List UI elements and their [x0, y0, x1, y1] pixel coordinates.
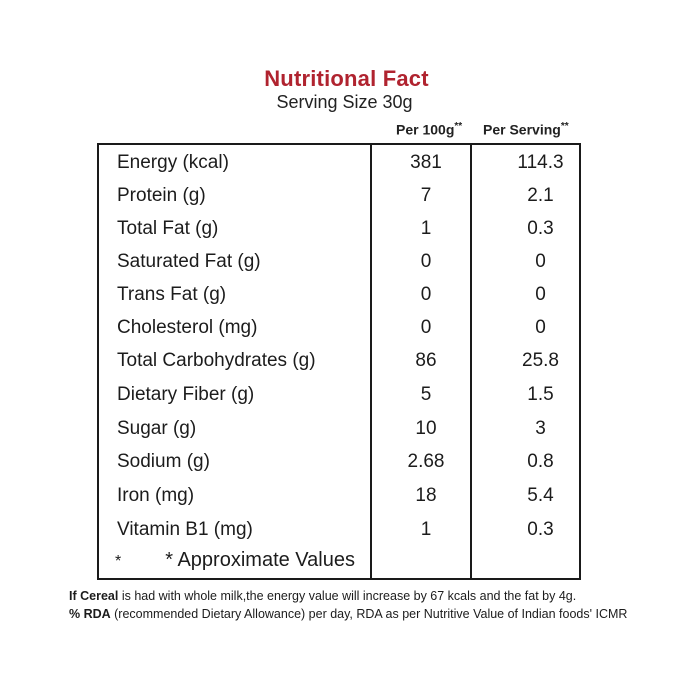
nutrient-name: Saturated Fat (g) — [117, 251, 261, 272]
value-per-serving: 0.8 — [527, 451, 554, 472]
footnote-rda: % RDA (recommended Dietary Allowance) pe… — [69, 607, 627, 621]
table-row: Energy (kcal) 381 114.3 — [99, 146, 579, 179]
approximate-values-note: * * Approximate Values — [115, 549, 355, 572]
nutrition-title: Nutritional Fact — [264, 66, 429, 91]
nutrient-name: Vitamin B1 (mg) — [117, 519, 253, 540]
column-divider — [370, 145, 372, 578]
value-per-serving: 0.3 — [527, 218, 554, 239]
table-row: Total Carbohydrates (g) 86 25.8 — [99, 344, 579, 377]
nutrient-name: Protein (g) — [117, 185, 206, 206]
footnote-milk-text: is had with whole milk,the energy value … — [118, 589, 577, 603]
table-row: Protein (g) 7 2.1 — [99, 179, 579, 212]
value-per-100g: 2.68 — [407, 451, 445, 472]
column-header-per-serving: Per Serving** — [483, 121, 569, 138]
footnote-rda-lead: % RDA — [69, 607, 111, 621]
value-per-serving: 1.5 — [527, 384, 554, 405]
nutrient-name: Energy (kcal) — [117, 152, 229, 173]
asterisk-marker: * — [115, 553, 122, 570]
value-per-100g: 0 — [420, 251, 432, 272]
serving-size: Serving Size 30g — [276, 92, 413, 112]
nutrient-name: Sugar (g) — [117, 418, 197, 439]
footnote-milk: If Cereal is had with whole milk,the ene… — [69, 589, 576, 603]
value-per-100g: 7 — [420, 185, 432, 206]
value-per-serving: 0 — [535, 317, 546, 338]
nutrient-name: Total Carbohydrates (g) — [117, 350, 316, 371]
nutrient-name: Total Fat (g) — [117, 218, 219, 239]
nutrient-name: Trans Fat (g) — [117, 284, 227, 305]
column-header-per-100g-label: Per 100g — [396, 121, 455, 138]
value-per-serving: 25.8 — [522, 350, 559, 371]
table-row: Iron (mg) 18 5.4 — [99, 479, 579, 512]
column-divider — [470, 145, 472, 578]
value-per-100g: 381 — [410, 152, 442, 173]
value-per-serving: 0.3 — [527, 519, 554, 540]
footnote-milk-lead: If Cereal — [69, 589, 119, 603]
value-per-100g: 5 — [420, 384, 432, 405]
value-per-100g: 0 — [420, 317, 432, 338]
value-per-100g: 0 — [420, 284, 432, 305]
table-row: Cholesterol (mg) 0 0 — [99, 311, 579, 344]
column-header-per-100g-mark: ** — [454, 121, 463, 132]
value-per-100g: 10 — [415, 418, 437, 439]
nutrient-name: Cholesterol (mg) — [117, 317, 258, 338]
value-per-serving: 0 — [535, 284, 546, 305]
value-per-100g: 18 — [415, 485, 437, 506]
table-row: Trans Fat (g) 0 0 — [99, 278, 579, 311]
column-header-per-100g: Per 100g** — [396, 121, 462, 138]
nutrient-name: Sodium (g) — [117, 451, 210, 472]
value-per-serving: 2.1 — [527, 185, 554, 206]
table-row: Saturated Fat (g) 0 0 — [99, 245, 579, 278]
value-per-100g: 1 — [420, 519, 432, 540]
nutrient-name: Iron (mg) — [117, 485, 195, 506]
value-per-serving: 5.4 — [527, 485, 554, 506]
nutrition-table: Energy (kcal) 381 114.3 Protein (g) 7 2.… — [97, 143, 581, 580]
table-row: Dietary Fiber (g) 5 1.5 — [99, 378, 579, 411]
table-row: Total Fat (g) 1 0.3 — [99, 212, 579, 245]
table-row: Vitamin B1 (mg) 1 0.3 — [99, 513, 579, 546]
table-row: Sodium (g) 2.68 0.8 — [99, 445, 579, 478]
value-per-serving: 114.3 — [517, 152, 564, 173]
value-per-serving: 3 — [535, 418, 546, 439]
footnote-rda-text: (recommended Dietary Allowance) per day,… — [110, 607, 628, 621]
table-row: Sugar (g) 10 3 — [99, 412, 579, 445]
value-per-100g: 86 — [415, 350, 437, 371]
nutrient-name: Dietary Fiber (g) — [117, 384, 255, 405]
column-header-per-serving-label: Per Serving — [483, 121, 561, 138]
value-per-100g: 1 — [420, 218, 432, 239]
column-header-per-serving-mark: ** — [560, 121, 569, 132]
approximate-values-text: * Approximate Values — [165, 549, 355, 571]
value-per-serving: 0 — [535, 251, 546, 272]
